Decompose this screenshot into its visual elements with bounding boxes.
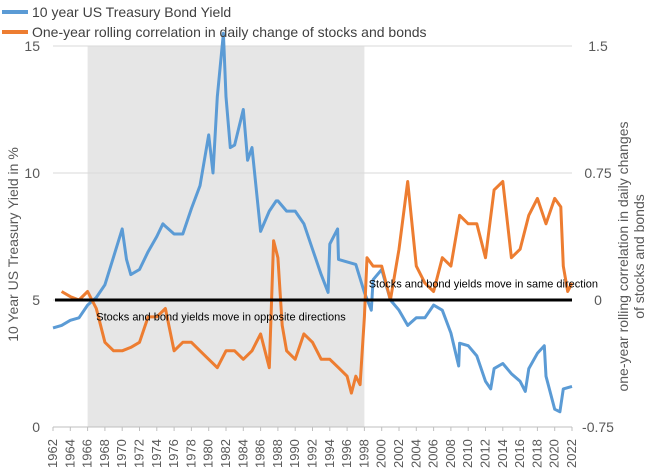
x-tick-label: 1966 xyxy=(80,439,95,468)
annotation-1: Stocks and bond yields move in opposite … xyxy=(96,311,346,323)
legend-label-1: 10 year US Treasury Bond Yield xyxy=(32,4,231,20)
x-tick-label: 2000 xyxy=(374,439,389,468)
x-tick-label: 2020 xyxy=(547,439,562,468)
x-tick-label: 1984 xyxy=(235,439,250,468)
x-tick-label: 1986 xyxy=(253,439,268,468)
x-tick-label: 1982 xyxy=(218,439,233,468)
x-tick-label: 1992 xyxy=(305,439,320,468)
y-right-axis-title-line-1: one-year rolling correlation in daily ch… xyxy=(615,121,631,391)
x-tick-label: 2012 xyxy=(478,439,493,468)
x-tick-label: 1968 xyxy=(97,439,112,468)
x-tick-label: 2006 xyxy=(426,439,441,468)
x-tick-label: 1962 xyxy=(45,439,60,468)
x-tick-label: 2004 xyxy=(408,439,423,468)
y-right-tick-label: 0 xyxy=(594,292,602,308)
series-line-1 xyxy=(52,31,573,414)
y-left-tick-label: 15 xyxy=(24,38,40,54)
y-right-tick-label: -0.75 xyxy=(582,419,614,435)
y-left-tick-label: 0 xyxy=(32,419,40,435)
y-left-tick-label: 10 xyxy=(24,165,40,181)
x-tick-label: 2018 xyxy=(529,439,544,468)
y-left-tick-label: 5 xyxy=(32,292,40,308)
x-tick-label: 1988 xyxy=(270,439,285,468)
legend-label-2: One-year rolling correlation in daily ch… xyxy=(32,24,427,40)
annotation-2: Stocks and bond yields move in same dire… xyxy=(369,279,598,291)
x-tick-label: 1996 xyxy=(339,439,354,468)
x-tick-label: 1976 xyxy=(166,439,181,468)
y-right-tick-label: 0.75 xyxy=(584,165,611,181)
x-tick-label: 1978 xyxy=(183,439,198,468)
y-right-tick-label: 1.5 xyxy=(588,38,608,54)
y-left-axis-title: 10 Year US Treasury Yield in % xyxy=(5,147,21,342)
x-tick-label: 2010 xyxy=(460,439,475,468)
x-tick-label: 1970 xyxy=(114,439,129,468)
x-tick-label: 2002 xyxy=(391,439,406,468)
x-tick-label: 2022 xyxy=(564,439,579,468)
x-tick-label: 1964 xyxy=(62,439,77,468)
x-tick-label: 1998 xyxy=(356,439,371,468)
x-tick-label: 2014 xyxy=(495,439,510,468)
x-tick-label: 1994 xyxy=(322,439,337,468)
x-tick-label: 1980 xyxy=(201,439,216,468)
x-tick-label: 1990 xyxy=(287,439,302,468)
series-line-2 xyxy=(60,180,574,395)
x-tick-label: 1972 xyxy=(132,439,147,468)
x-tick-label: 1974 xyxy=(149,439,164,468)
y-right-axis-title-line-2: of stocks and bonds xyxy=(631,194,647,319)
x-tick-label: 2008 xyxy=(443,439,458,468)
x-tick-label: 2016 xyxy=(512,439,527,468)
